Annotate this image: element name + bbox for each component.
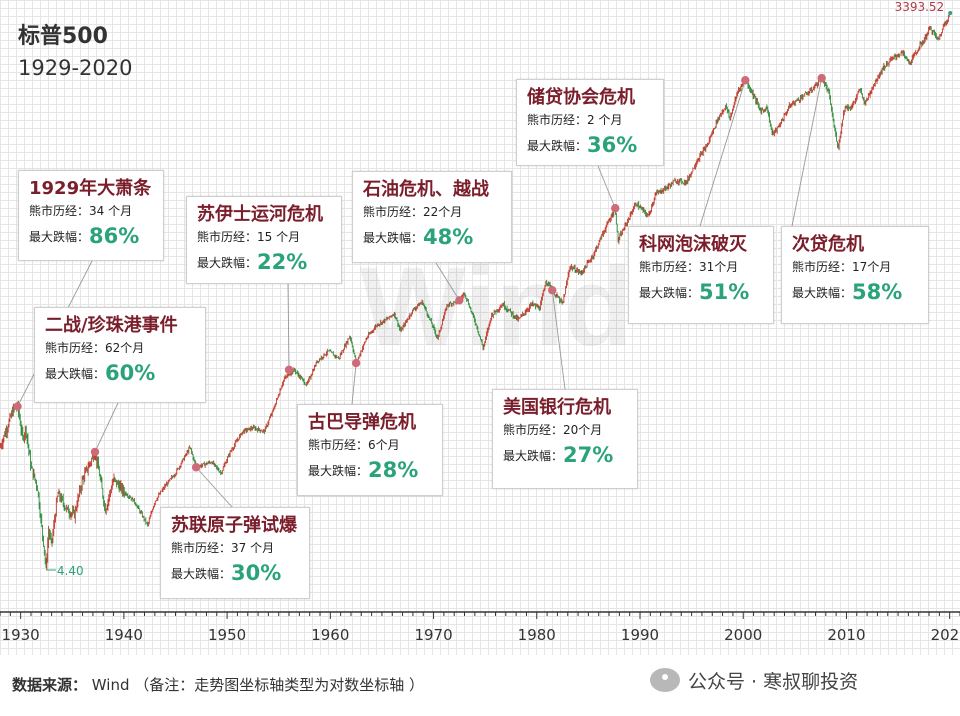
event-marker <box>90 447 100 457</box>
wechat-watermark: 公众号 · 寒叔聊投资 <box>650 664 858 696</box>
event-marker <box>351 358 361 368</box>
drop-value: 36% <box>587 133 638 157</box>
drop-value: 30% <box>231 561 282 585</box>
annotation-box-ww2: 二战/珍珠港事件 熊市历经：62个月 最大跌幅：60% <box>34 307 206 403</box>
data-source-text: Wind （备注：走势图坐标轴类型为对数坐标轴 ） <box>91 676 425 694</box>
event-title: 科网泡沫破灭 <box>639 234 747 255</box>
drop-line: 最大跌幅：28% <box>308 458 419 482</box>
wechat-watermark-text: 公众号 · 寒叔聊投资 <box>688 670 859 693</box>
data-source-label: 数据来源： <box>12 676 88 694</box>
low-value-label: 4.40 <box>57 564 84 578</box>
event-title: 二战/珍珠港事件 <box>45 315 178 336</box>
duration-line: 熊市历经：34 个月 <box>29 204 133 218</box>
x-tick-label: 1930 <box>2 626 40 644</box>
drop-value: 28% <box>368 458 419 482</box>
drop-line: 最大跌幅：60% <box>45 361 156 385</box>
wechat-icon <box>650 668 680 692</box>
event-marker <box>817 73 826 83</box>
event-title: 古巴导弹危机 <box>308 412 416 433</box>
drop-value: 60% <box>105 361 156 385</box>
drop-line: 最大跌幅：51% <box>639 280 750 304</box>
duration-line: 熊市历经：37 个月 <box>171 541 275 555</box>
data-source: 数据来源： Wind （备注：走势图坐标轴类型为对数坐标轴 ） <box>12 674 424 695</box>
drop-line: 最大跌幅：48% <box>363 225 474 249</box>
drop-value: 86% <box>89 224 140 248</box>
x-tick-label: 2020 <box>931 626 960 644</box>
event-marker <box>611 204 620 213</box>
annotation-box-oil-crisis: 石油危机、越战 熊市历经：22个月 最大跌幅：48% <box>352 171 512 263</box>
chart-subtitle: 1929-2020 <box>18 56 133 80</box>
duration-line: 熊市历经：31个月 <box>639 260 739 274</box>
event-title: 1929年大萧条 <box>29 178 152 199</box>
drop-value: 27% <box>563 443 614 467</box>
x-tick-label: 1970 <box>414 626 452 644</box>
drop-value: 51% <box>699 280 750 304</box>
duration-line: 熊市历经：17个月 <box>792 260 892 274</box>
event-marker <box>741 76 750 85</box>
duration-line: 熊市历经：22个月 <box>363 205 463 219</box>
annotation-box-soviet-bomb: 苏联原子弹试爆 熊市历经：37 个月 最大跌幅：30% <box>160 507 310 599</box>
annotation-connector <box>94 402 119 453</box>
duration-line: 熊市历经：2 个月 <box>527 113 623 127</box>
annotation-box-savings-loan: 储贷协会危机 熊市历经：2 个月 最大跌幅：36% <box>516 79 664 166</box>
annotation-connector <box>287 283 290 370</box>
annotation-box-cuba: 古巴导弹危机 熊市历经：6个月 最大跌幅：28% <box>297 404 443 496</box>
annotation-connector <box>551 290 566 390</box>
annotation-box-dotcom: 科网泡沫破灭 熊市历经：31个月 最大跌幅：51% <box>628 226 774 324</box>
drop-line: 最大跌幅：86% <box>29 224 140 248</box>
duration-line: 熊市历经：20个月 <box>503 423 603 437</box>
x-tick-label: 1980 <box>518 626 556 644</box>
x-tick-label: 1990 <box>621 626 659 644</box>
high-point-marker <box>948 10 953 15</box>
event-title: 美国银行危机 <box>503 397 611 418</box>
event-title: 储贷协会危机 <box>527 87 635 108</box>
annotation-connector <box>435 262 460 301</box>
drop-line: 最大跌幅：58% <box>792 280 903 304</box>
event-title: 苏伊士运河危机 <box>197 204 323 225</box>
annotation-box-suez: 苏伊士运河危机 熊市历经：15 个月 最大跌幅：22% <box>186 196 342 284</box>
event-marker <box>13 402 22 411</box>
drop-value: 48% <box>423 225 474 249</box>
event-marker <box>548 286 557 295</box>
x-tick-label: 2010 <box>827 626 865 644</box>
drop-line: 最大跌幅：27% <box>503 443 614 467</box>
event-title: 次贷危机 <box>792 234 864 255</box>
annotation-connector <box>597 165 616 209</box>
x-tick-label: 2000 <box>724 626 762 644</box>
chart-area: Wind 1930 1940 1950 1960 1970 1980 1990 2000 2010… <box>0 0 960 655</box>
annotation-connector <box>791 77 823 227</box>
duration-line: 熊市历经：6个月 <box>308 438 400 452</box>
chart-title: 标普500 <box>18 24 108 49</box>
x-tick-label: 1960 <box>311 626 349 644</box>
drop-value: 22% <box>257 250 308 274</box>
annotation-connector <box>699 80 746 227</box>
annotation-connector <box>195 466 233 508</box>
duration-line: 熊市历经：15 个月 <box>197 230 301 244</box>
x-tick-label: 1940 <box>105 626 143 644</box>
annotation-box-us-bank-crisis: 美国银行危机 熊市历经：20个月 最大跌幅：27% <box>492 389 638 489</box>
annotation-connector <box>351 363 357 405</box>
high-value-label: 3393.52 <box>895 0 945 14</box>
x-tick-label: 1950 <box>208 626 246 644</box>
drop-line: 最大跌幅：30% <box>171 561 282 585</box>
drop-value: 58% <box>852 280 903 304</box>
annotation-box-great-depression: 1929年大萧条 熊市历经：34 个月 最大跌幅：86% <box>18 170 164 261</box>
event-title: 苏联原子弹试爆 <box>171 515 297 536</box>
drop-line: 最大跌幅：36% <box>527 133 638 157</box>
drop-line: 最大跌幅：22% <box>197 250 308 274</box>
event-marker <box>191 463 201 472</box>
duration-line: 熊市历经：62个月 <box>45 341 145 355</box>
event-marker <box>455 296 464 305</box>
annotation-box-subprime: 次贷危机 熊市历经：17个月 最大跌幅：58% <box>781 226 929 324</box>
event-title: 石油危机、越战 <box>363 179 489 200</box>
event-marker <box>284 365 294 374</box>
